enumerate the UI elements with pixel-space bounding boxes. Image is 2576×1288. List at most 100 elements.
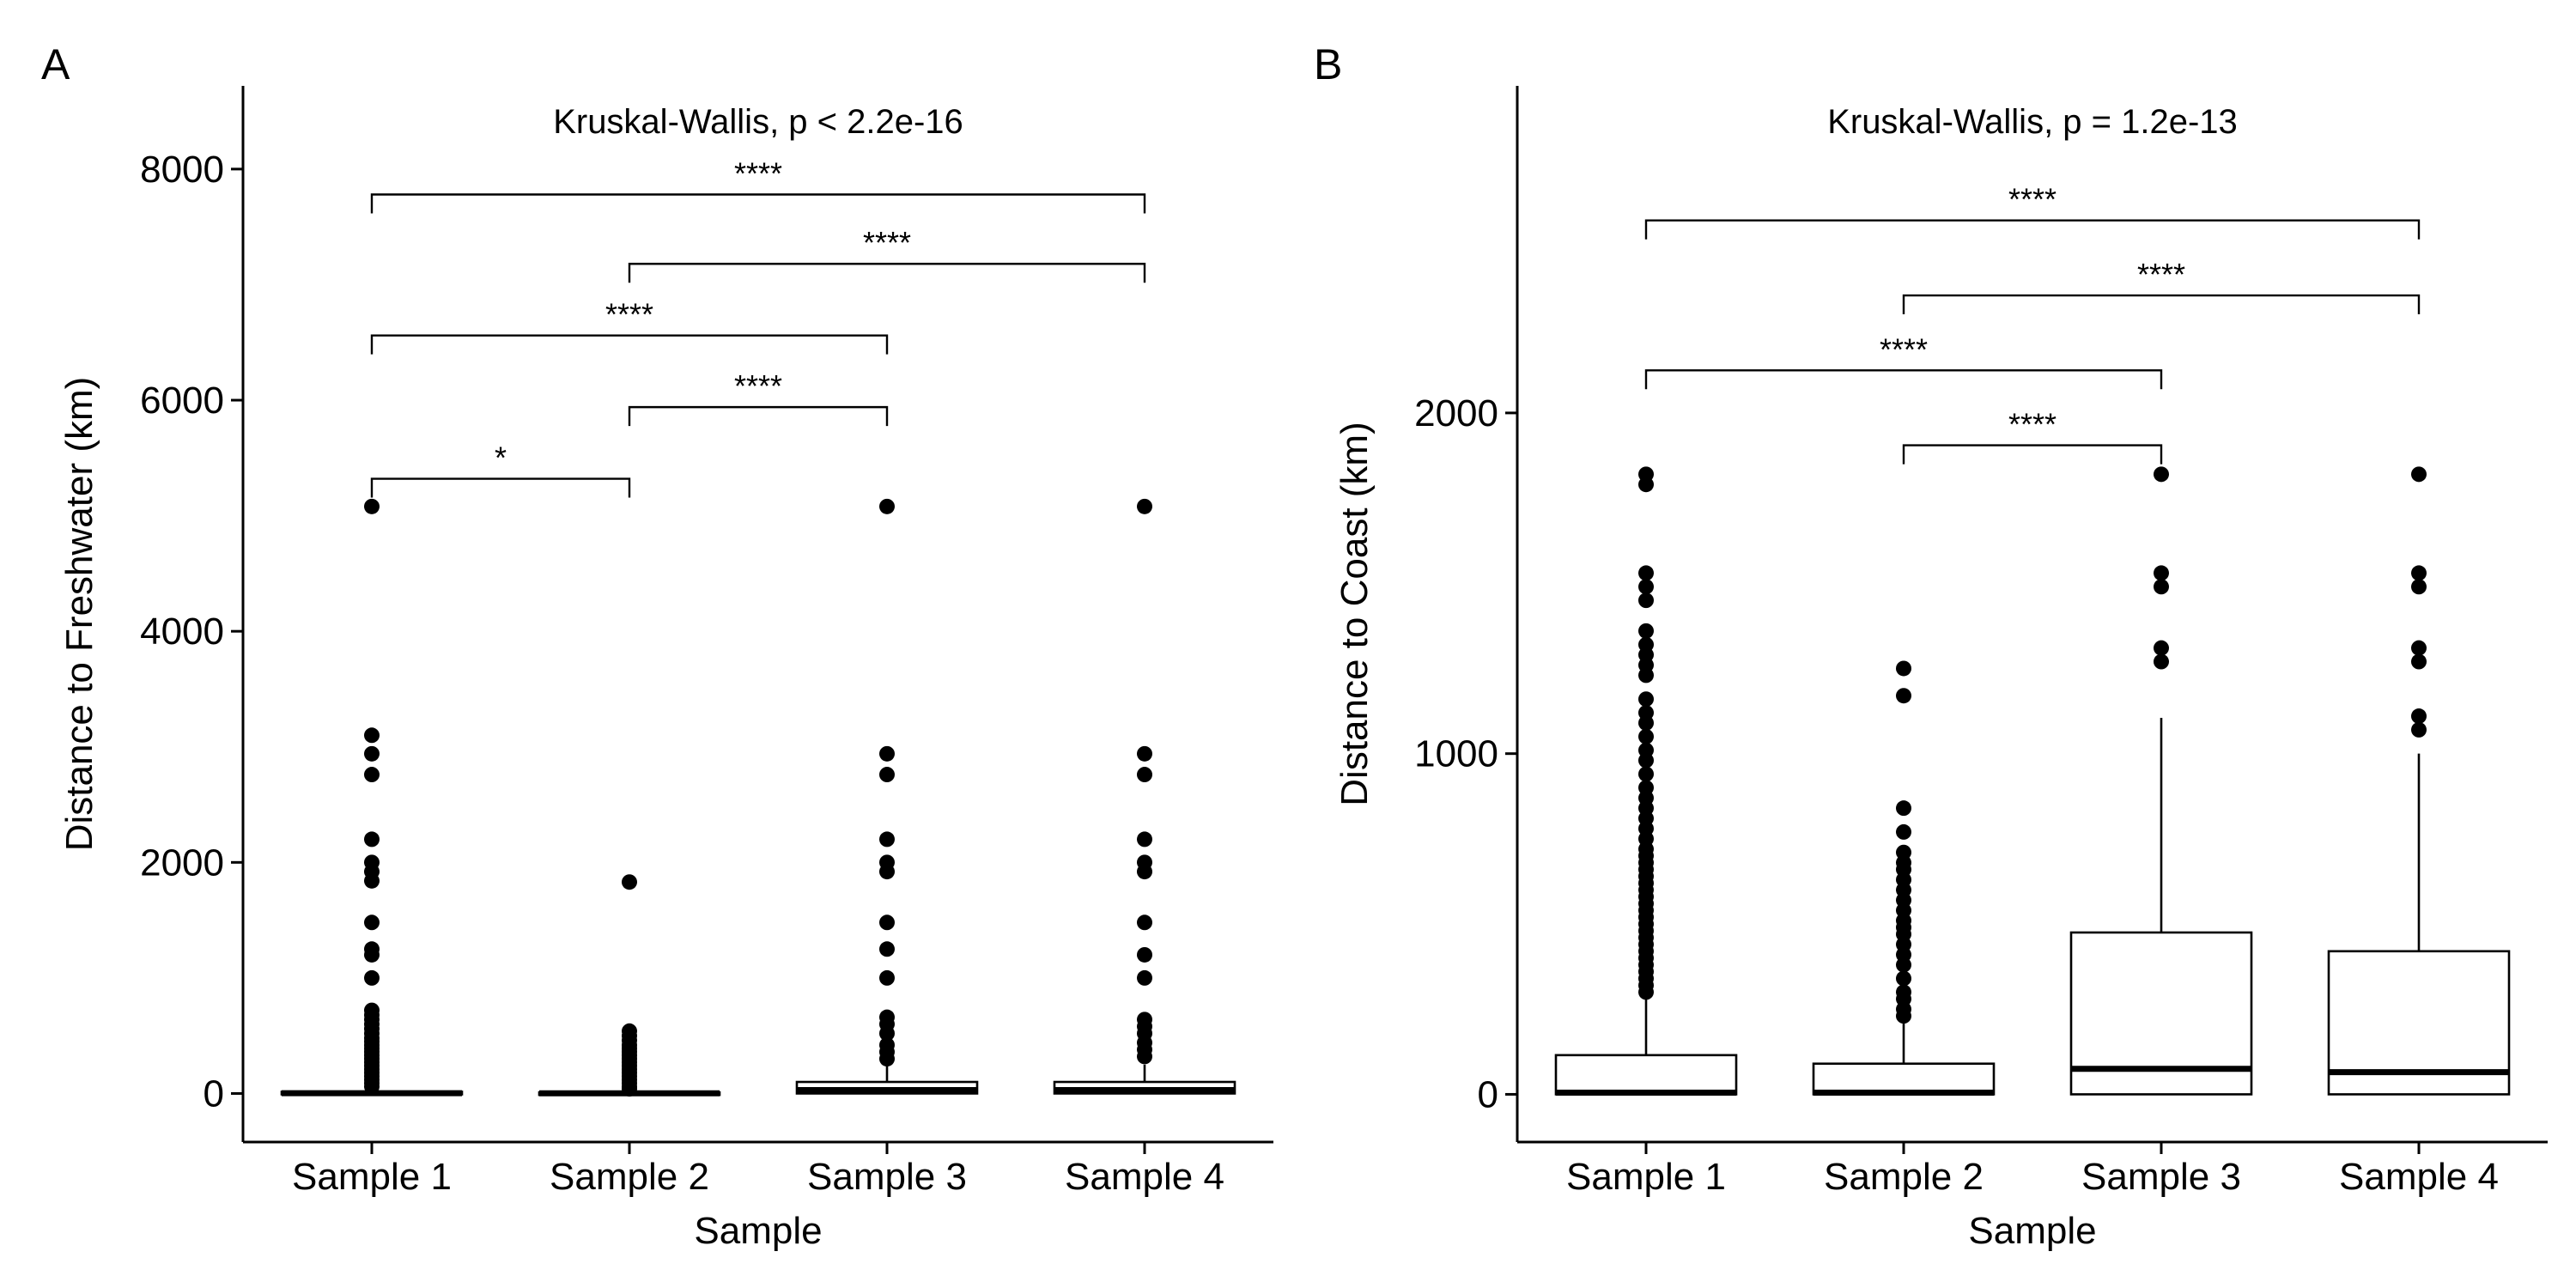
outlier-point [1137,969,1152,986]
outlier-point [1896,800,1911,817]
box-sample-3 [2069,718,2253,1096]
x-tick-label: Sample 1 [1566,1156,1726,1198]
outlier-point [1638,667,1654,683]
outlier-point [879,864,895,880]
outlier-point [879,745,895,762]
box-sample-3 [795,1064,979,1095]
outlier-point [1896,1008,1911,1024]
outlier-point [1137,831,1152,848]
outlier-point [2411,653,2427,670]
outlier-point [1896,957,1911,973]
significance-label: **** [863,225,911,260]
panel-b-label: B [1314,40,1342,88]
outlier-point [1137,864,1152,880]
box-sample-4 [2327,753,2511,1096]
outlier-point [364,498,380,514]
outlier-point [1638,766,1654,782]
y-tick-label: 0 [1478,1073,1498,1115]
outlier-point [2154,565,2169,581]
significance-bracket [1902,294,2421,315]
significance-label: **** [734,155,782,191]
outlier-point [364,969,380,986]
outlier-point [2154,653,2169,670]
outlier-point [2411,708,2427,725]
outlier-point [364,872,380,889]
outlier-point [2411,579,2427,595]
test-result-title: Kruskal-Wallis, p = 1.2e-13 [1827,103,2238,141]
y-tick-label: 6000 [140,380,224,422]
outlier-point [879,831,895,848]
outlier-point [2411,466,2427,483]
significance-label: **** [1880,331,1928,367]
significance-label: **** [734,368,782,404]
outlier-point [2154,579,2169,595]
significance-label: **** [2137,257,2185,292]
outlier-point [1137,946,1152,963]
x-tick-label: Sample 3 [2081,1156,2241,1198]
y-tick-label: 1000 [1414,733,1498,775]
y-tick-label: 2000 [1414,392,1498,434]
significance-bracket [1644,369,2163,390]
outlier-point [1638,477,1654,493]
x-tick-label: Sample 2 [550,1156,709,1198]
iqr-box [1554,1054,1738,1096]
outlier-point [1638,752,1654,769]
x-tick-label: Sample 2 [1824,1156,1984,1198]
test-result-title: Kruskal-Wallis, p < 2.2e-16 [553,103,963,141]
panel-a-label: A [41,40,70,88]
outlier-point [1638,623,1654,639]
significance-bracket [1902,444,2163,465]
y-axis-label: Distance to Freshwater (km) [58,377,100,852]
outlier-point [364,831,380,848]
outlier-point [879,498,895,514]
box-sample-4 [1053,1064,1236,1095]
y-tick-label: 8000 [140,149,224,191]
outlier-point [364,914,380,931]
x-tick-label: Sample 1 [292,1156,452,1198]
outlier-point [1137,498,1152,514]
outlier-point [1638,592,1654,609]
significance-bracket [628,263,1146,283]
outlier-point [1896,660,1911,677]
outlier-point [622,874,637,890]
box-sample-1 [1554,995,1738,1096]
box-sample-2 [1812,1019,1996,1096]
outlier-point [1137,745,1152,762]
x-tick-label: Sample 4 [2339,1156,2499,1198]
outlier-point [1896,688,1911,704]
outlier-point [622,1081,637,1097]
outlier-point [364,727,380,744]
x-tick-label: Sample 4 [1065,1156,1224,1198]
outlier-point [1896,823,1911,840]
outlier-point [879,1051,895,1067]
significance-bracket [370,193,1146,214]
outlier-point [2411,565,2427,581]
outlier-point [1137,767,1152,783]
outlier-point [364,946,380,963]
panel-a-plot: 0 2000 4000 6000 8000 Sample 1 Sample 2 Sample … [58,86,1273,1252]
significance-label: **** [605,297,653,332]
outlier-point [879,767,895,783]
significance-label: **** [2008,182,2057,217]
outlier-point [879,969,895,986]
outlier-point [1638,579,1654,595]
significance-label: * [495,440,507,476]
significance-bracket [1644,219,2421,240]
outlier-point [2411,640,2427,656]
outlier-point [1638,565,1654,581]
significance-bracket [370,334,889,355]
panel-b-plot: 0 1000 2000 Sample 1 Sample 2 Sample 3 Sample … [1334,86,2548,1252]
outlier-point [1638,714,1654,731]
outlier-point [1137,1048,1152,1065]
outlier-point [364,745,380,762]
x-axis-label: Sample [1968,1210,2096,1252]
y-tick-label: 0 [204,1072,224,1115]
outlier-point [879,914,895,931]
outlier-point [1638,728,1654,744]
significance-label: **** [2008,407,2057,442]
outlier-point [879,941,895,957]
outlier-point [1137,914,1152,931]
outlier-point [879,1025,895,1042]
significance-bracket [628,405,889,427]
